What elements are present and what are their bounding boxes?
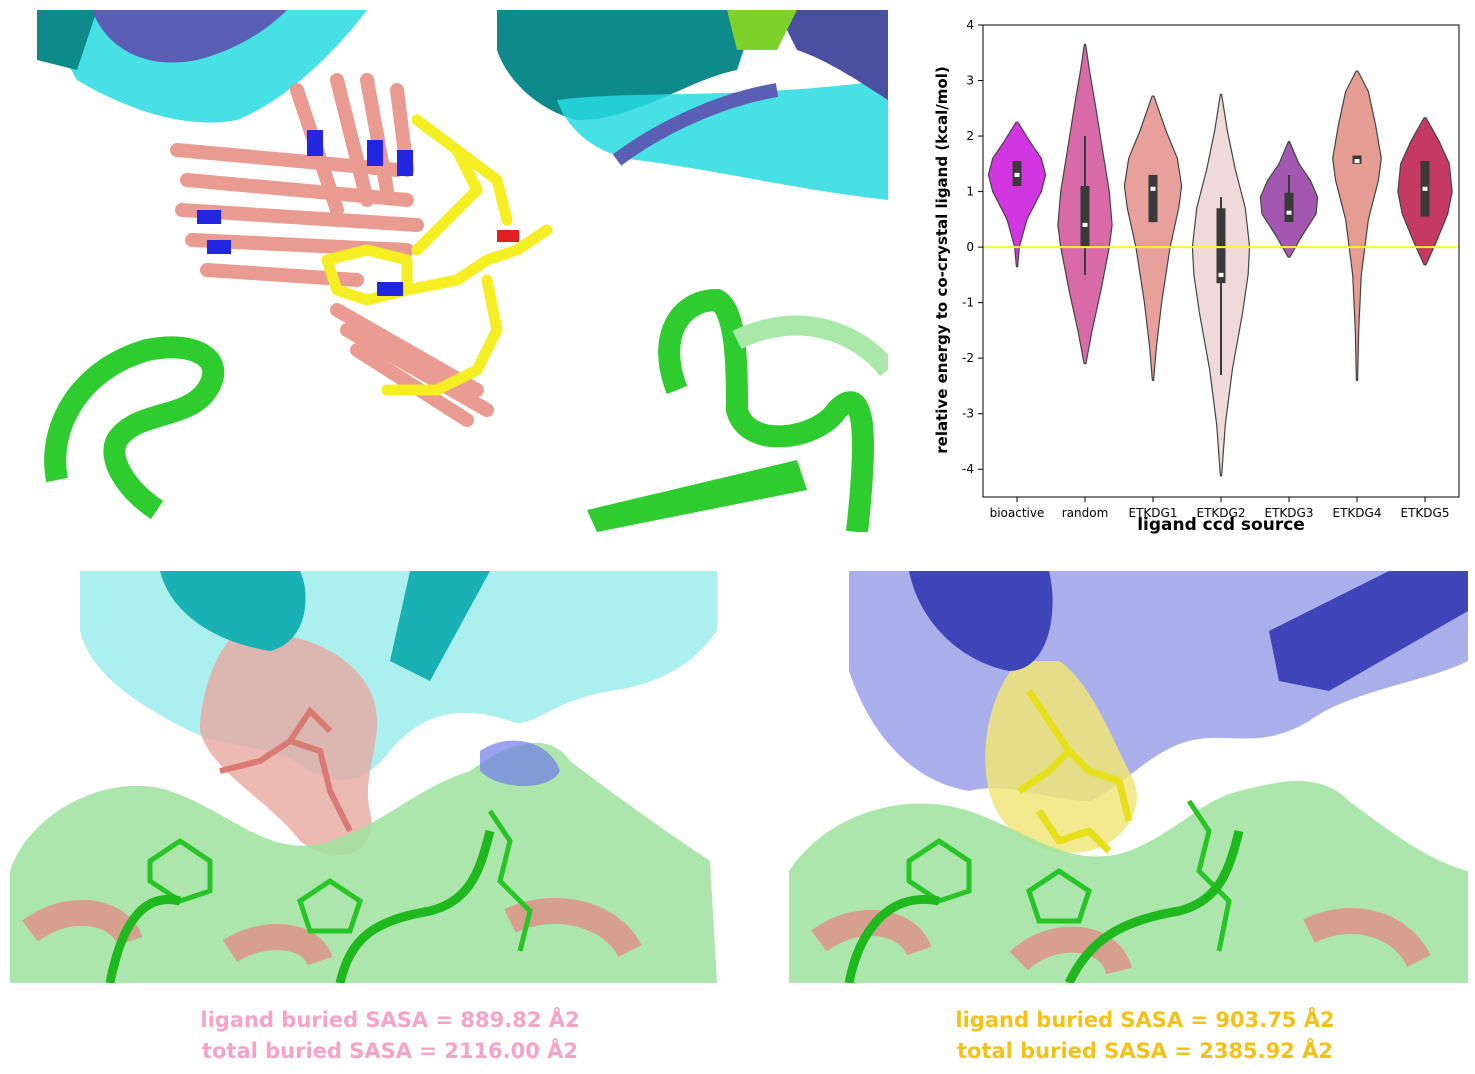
lime-helix (727, 10, 797, 50)
green-faded-loop (732, 315, 888, 377)
violin-median (1150, 186, 1156, 191)
navy-sheet (1269, 571, 1468, 691)
violin-median (1422, 186, 1428, 191)
green-sidechain-sticks (147, 809, 533, 952)
y-tick-label: -1 (962, 296, 974, 310)
y-axis-ticks: -4 -3 -2 -1 0 1 2 3 4 (962, 18, 983, 476)
salmon-ligand-sticks (219, 706, 353, 833)
yellow-ligand-sticks (1017, 689, 1133, 854)
x-axis-ticks: bioactive random ETKDG1 ETKDG2 ETKDG3 ETKDG4 E… (990, 497, 1450, 520)
violin-median (1286, 210, 1292, 215)
y-tick-label: 3 (966, 74, 974, 88)
plot-area (983, 43, 1459, 477)
teal-sheet-left (37, 10, 97, 70)
teal-sheet-left-top (390, 571, 490, 681)
molecular-render-surface-left (10, 571, 717, 983)
surface-left-graphic (10, 571, 717, 983)
molecular-render-surface-right (789, 571, 1468, 983)
right-total-buried-sasa: total buried SASA = 2385.92 Å2 (956, 1039, 1334, 1063)
green-loop-right (658, 288, 874, 532)
slate-helix-top (92, 10, 287, 63)
violin-iqr-box (1284, 192, 1294, 223)
blue-patch (480, 740, 560, 786)
y-tick-label: -4 (962, 462, 974, 476)
slate-helix-right (777, 10, 888, 100)
green-sheet-bottom (587, 460, 807, 532)
y-tick-label: 4 (966, 18, 974, 32)
y-tick-label: -3 (962, 407, 974, 421)
y-tick-label: -2 (962, 351, 974, 365)
violin-median (1014, 172, 1020, 177)
violin-iqr-box (1148, 174, 1158, 223)
x-tick-label: ETKDG2 (1197, 506, 1246, 520)
violin-median (1354, 159, 1360, 164)
violin-ETKDG1 (1123, 95, 1183, 381)
green-loop-left (44, 336, 225, 520)
teal-sheet-right (497, 10, 757, 120)
violin-iqr-box (1080, 186, 1090, 248)
cyan-ribbon-right (557, 80, 888, 200)
green-sidechain-sticks-right (906, 799, 1232, 952)
y-tick-label: 0 (966, 240, 974, 254)
left-ligand-buried-sasa: ligand buried SASA = 889.82 Å2 (200, 1008, 580, 1032)
nitrogen-atom-yellow (377, 282, 403, 296)
green-backbone-ribbon-right (844, 829, 1244, 983)
left-sasa-caption: ligand buried SASA = 889.82 Å2 total bur… (150, 1005, 630, 1067)
violin-chart-svg: -4 -3 -2 -1 0 1 2 3 4 bioactive random ETKDG1 ETKDG… (933, 18, 1460, 535)
x-tick-label: ETKDG1 (1129, 506, 1178, 520)
x-tick-label: bioactive (990, 506, 1045, 520)
violin-median (1218, 272, 1224, 277)
slate-loop (612, 83, 779, 166)
green-backbone-ribbon (105, 829, 495, 983)
teal-helix-left (160, 571, 306, 651)
y-tick-label: 1 (966, 185, 974, 199)
superposed-poses-graphic (37, 10, 888, 532)
y-tick-label: 2 (966, 129, 974, 143)
violin-iqr-box (1216, 208, 1226, 284)
left-total-buried-sasa: total buried SASA = 2116.00 Å2 (201, 1039, 579, 1063)
violin-bioactive (987, 121, 1047, 268)
navy-helix (909, 571, 1053, 671)
x-axis-label: ligand ccd source (1137, 515, 1305, 535)
violin-median (1082, 222, 1088, 227)
y-axis-label: relative energy to co-crystal ligand (kc… (933, 66, 951, 453)
molecular-render-superposed-poses (37, 10, 888, 532)
surface-right-graphic (789, 571, 1468, 983)
oxygen-atom (497, 230, 519, 242)
x-tick-label: ETKDG5 (1401, 506, 1450, 520)
green-surface-right (789, 781, 1468, 983)
x-tick-label: random (1062, 506, 1109, 520)
violin-ETKDG4 (1332, 70, 1382, 381)
x-tick-label: ETKDG3 (1265, 506, 1314, 520)
nitrogen-atoms-top (197, 130, 413, 254)
right-ligand-buried-sasa: ligand buried SASA = 903.75 Å2 (955, 1008, 1335, 1032)
x-tick-label: ETKDG4 (1333, 506, 1382, 520)
yellow-crystal-ligand (321, 114, 553, 396)
right-sasa-caption: ligand buried SASA = 903.75 Å2 total bur… (905, 1005, 1385, 1067)
violin-chart: -4 -3 -2 -1 0 1 2 3 4 bioactive random ETKDG1 ETKDG… (925, 10, 1465, 540)
